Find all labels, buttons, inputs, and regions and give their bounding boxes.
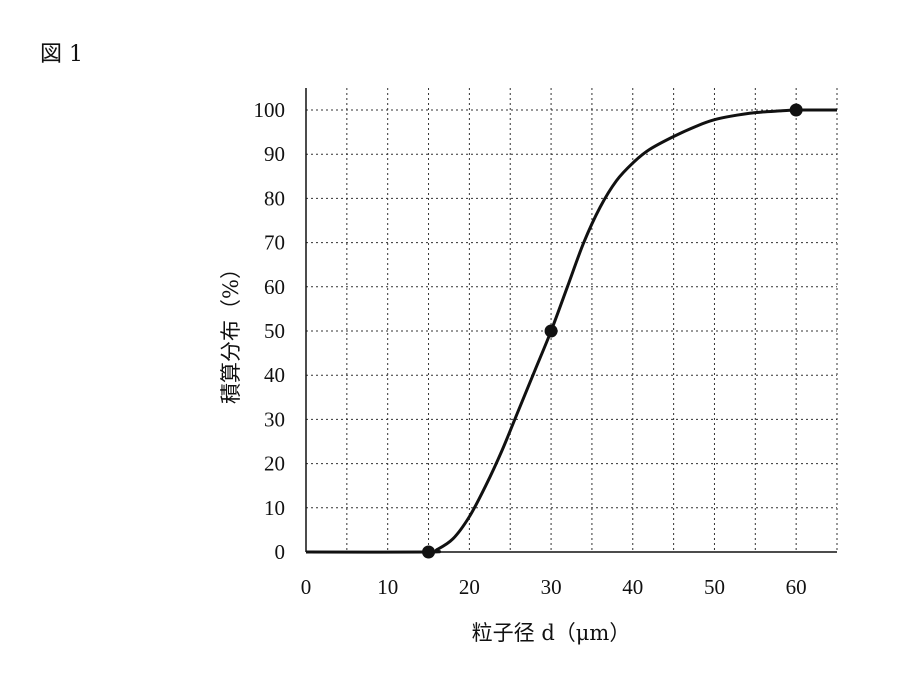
cumulative-curve bbox=[305, 108, 837, 554]
x-tick-label: 10 bbox=[377, 575, 398, 599]
y-tick-label: 10 bbox=[264, 496, 285, 520]
y-axis-label: 積算分布（%） bbox=[219, 258, 243, 404]
markers bbox=[422, 103, 803, 559]
data-point-marker bbox=[789, 103, 803, 117]
data-point-marker bbox=[422, 545, 436, 559]
y-tick-label: 30 bbox=[264, 407, 285, 431]
x-tick-label: 20 bbox=[459, 575, 480, 599]
y-tick-label: 60 bbox=[264, 275, 285, 299]
y-tick-label: 70 bbox=[264, 231, 285, 255]
y-tick-label: 0 bbox=[275, 540, 286, 564]
x-tick-label: 30 bbox=[541, 575, 562, 599]
figure-label: 図 1 bbox=[40, 42, 83, 67]
y-tick-label: 80 bbox=[264, 186, 285, 210]
y-tick-label: 100 bbox=[254, 98, 286, 122]
data-point-marker bbox=[544, 324, 558, 338]
grid bbox=[306, 88, 838, 552]
x-tick-label: 50 bbox=[704, 575, 725, 599]
axes bbox=[305, 88, 837, 553]
x-tick-label: 40 bbox=[622, 575, 643, 599]
series bbox=[305, 108, 837, 554]
y-tick-label: 20 bbox=[264, 452, 285, 476]
x-axis-label: 粒子径 d（μm） bbox=[472, 621, 631, 645]
x-tick-label: 60 bbox=[786, 575, 807, 599]
y-tick-label: 40 bbox=[264, 363, 285, 387]
y-tick-label: 90 bbox=[264, 142, 285, 166]
x-tick-label: 0 bbox=[301, 575, 312, 599]
tick-labels: 0 10 20 30 40 50 60 0 10 20 30 40 50 60 70 80 90 100 bbox=[254, 98, 807, 599]
y-tick-label: 50 bbox=[264, 319, 285, 343]
